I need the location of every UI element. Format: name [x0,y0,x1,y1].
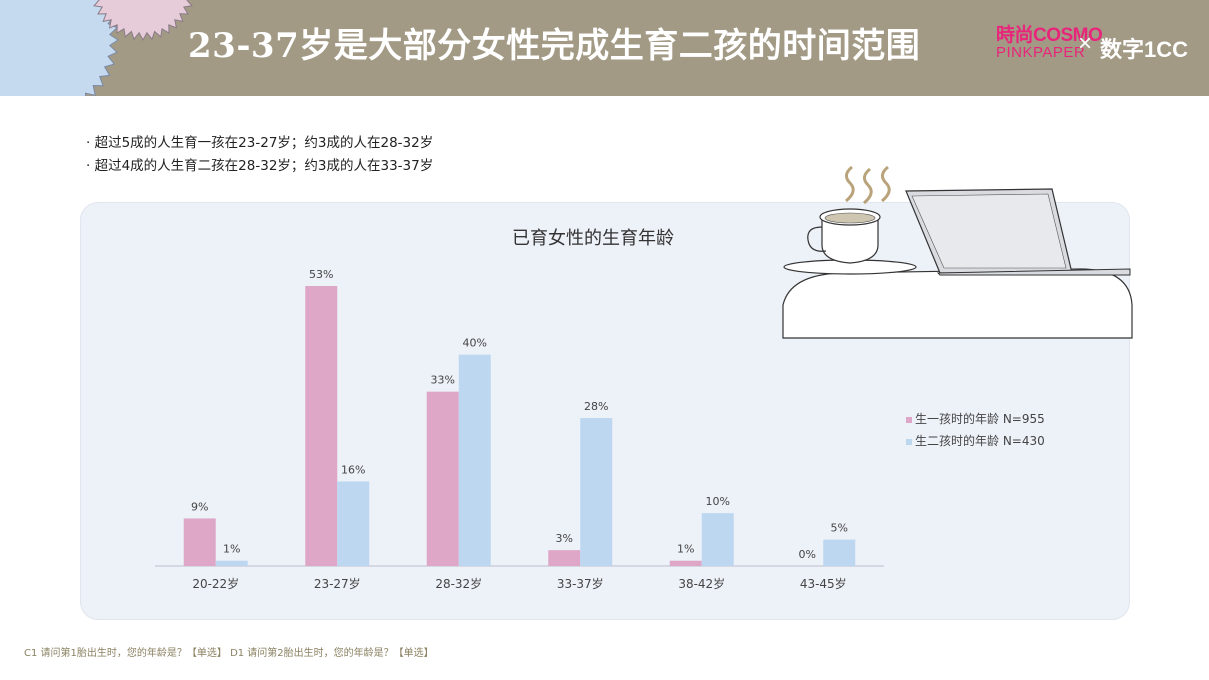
data-label: 33% [431,374,455,387]
bar-1-20-22岁 [183,518,216,566]
data-label: 9% [191,500,208,513]
bar-2-43-45岁 [823,539,856,566]
data-label: 0% [799,548,816,561]
page-title: 23-37岁是大部分女性完成生育二孩的时间范围 [188,26,921,66]
coffee-laptop-illustration [782,165,1133,339]
data-label: 40% [463,337,487,350]
bar-2-38-42岁 [701,513,734,566]
x-tick-label: 38-42岁 [678,576,725,591]
data-label: 5% [831,522,848,535]
starburst-blue-decoration [0,0,119,96]
legend-item-series1: 生一孩时的年龄 N=955 [906,408,1045,430]
x-tick-label: 20-22岁 [192,576,239,591]
bar-2-20-22岁 [215,560,248,566]
logo-separator: × [1078,30,1093,57]
x-tick-label: 28-32岁 [435,576,482,591]
data-label: 28% [584,400,608,413]
cosmo-pinkpaper-logo: 時尚COSMO PINKPAPER [996,25,1103,61]
bar-1-38-42岁 [669,560,702,566]
chart-title: 已育女性的生育年龄 [512,228,674,249]
pinkpaper-logo-text: PINKPAPER [996,44,1086,61]
data-label: 53% [309,268,333,281]
bar-2-23-27岁 [337,481,370,566]
cosmo-logo-text: 時尚COSMO [996,25,1103,46]
legend-swatch-series2 [906,438,912,445]
bar-1-23-27岁 [305,285,338,566]
bar-1-28-32岁 [426,391,459,566]
data-label: 1% [677,543,694,556]
legend-swatch-series1 [906,416,912,423]
summary-bullet: · 超过4成的人生育二孩在28-32岁；约3成的人在33-37岁 [86,158,434,174]
bar-1-33-37岁 [548,550,581,566]
summary-bullets: · 超过5成的人生育一孩在23-27岁；约3成的人在28-32岁 · 超过4成的… [86,132,433,178]
data-label: 16% [341,463,365,476]
x-tick-label: 43-45岁 [800,576,847,591]
x-tick-label: 33-37岁 [557,576,604,591]
data-label: 3% [556,532,573,545]
shuzi100-logo: 数字1CC [1100,37,1189,62]
chart-legend: 生一孩时的年龄 N=955 生二孩时的年龄 N=430 [906,408,1045,452]
data-label: 10% [706,495,730,508]
survey-question-footnote: C1 请问第1胎出生时，您的年龄是？【单选】 D1 请问第2胎出生时，您的年龄是… [24,648,434,659]
legend-item-series2: 生二孩时的年龄 N=430 [906,430,1045,452]
bar-2-33-37岁 [580,418,613,566]
summary-bullet: · 超过5成的人生育一孩在23-27岁；约3成的人在28-32岁 [86,135,434,151]
data-label: 1% [223,543,240,556]
bar-2-28-32岁 [458,354,491,566]
x-tick-label: 23-27岁 [314,576,361,591]
starburst-pink-decoration [93,0,193,42]
header-bar: 23-37岁是大部分女性完成生育二孩的时间范围 時尚COSMO PINKPAPE… [0,0,1209,96]
